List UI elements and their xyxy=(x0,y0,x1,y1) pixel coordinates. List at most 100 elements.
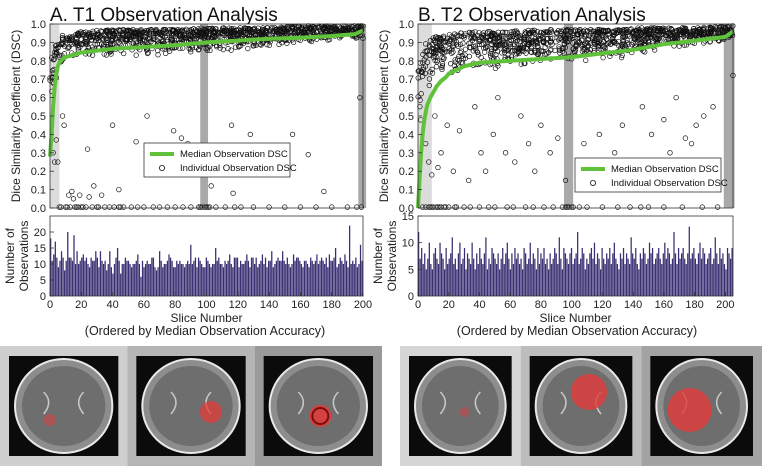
observation-point xyxy=(702,30,708,37)
observation-count-bar xyxy=(681,253,683,296)
observation-point xyxy=(645,26,651,32)
observation-point xyxy=(420,65,427,71)
observation-point xyxy=(116,186,122,193)
observation-count-bar xyxy=(341,260,343,296)
observation-count-bar xyxy=(239,260,242,296)
observation-count-bar xyxy=(514,248,516,296)
observation-count-bar xyxy=(697,253,700,296)
observation-point xyxy=(588,28,594,34)
observation-point xyxy=(426,76,433,82)
y-tick-label: 1.0 xyxy=(399,19,414,31)
bar-y-axis-label: Observations xyxy=(385,221,399,292)
observation-count-bar xyxy=(488,258,490,296)
observation-point xyxy=(602,34,609,40)
brain-structure xyxy=(43,391,85,415)
observation-point xyxy=(697,26,703,32)
bar-y-axis-label: Observations xyxy=(17,221,31,292)
observation-point xyxy=(59,32,66,39)
observation-count-bar xyxy=(684,258,686,296)
observation-count-bar xyxy=(676,264,678,296)
observation-count-bar xyxy=(661,264,663,296)
observation-count-bar xyxy=(67,232,69,296)
observation-count-bar xyxy=(508,258,510,296)
observation-count-bar xyxy=(443,269,446,296)
observation-point xyxy=(151,36,157,43)
observation-point xyxy=(559,45,565,52)
observation-count-bar xyxy=(526,264,528,296)
observation-count-bar xyxy=(252,257,254,296)
observation-point xyxy=(512,159,518,165)
observation-count-bar xyxy=(690,258,692,296)
observation-point xyxy=(584,28,591,34)
observation-point xyxy=(83,29,89,35)
observation-point xyxy=(331,24,337,30)
observation-point xyxy=(204,47,210,53)
observation-point xyxy=(220,25,226,31)
observation-point xyxy=(512,28,518,34)
observation-point xyxy=(282,28,288,35)
x-tick-label: 20 xyxy=(443,299,455,311)
observation-point xyxy=(582,33,588,40)
observation-point xyxy=(530,204,536,210)
observation-count-bar xyxy=(306,264,309,296)
observation-point xyxy=(419,69,425,76)
x-tick-label: 160 xyxy=(291,299,309,311)
observation-count-bar xyxy=(422,264,424,296)
observation-count-bar xyxy=(463,248,466,296)
observation-point xyxy=(679,204,685,210)
observation-count-bar xyxy=(563,248,565,296)
observation-count-bar xyxy=(557,264,559,296)
tumor-segmentation-overlay xyxy=(459,407,470,417)
observation-count-bar xyxy=(497,253,499,296)
observation-count-bar xyxy=(109,251,111,296)
observation-point xyxy=(169,31,175,37)
observation-count-bar xyxy=(613,242,615,296)
bar-y-tick-label: 15 xyxy=(34,243,46,255)
observation-count-bar xyxy=(255,257,257,296)
observation-count-bar xyxy=(717,264,719,296)
observation-point xyxy=(645,39,652,45)
observation-count-bar xyxy=(711,264,713,296)
observation-point xyxy=(581,140,587,147)
observation-point xyxy=(653,38,659,44)
observation-count-bar xyxy=(163,264,165,296)
panel-b-title: B. T2 Observation Analysis xyxy=(418,5,646,26)
observation-point xyxy=(248,27,254,33)
y-axis-label: Dice Similarity Coefficient (DSC) xyxy=(377,30,391,202)
observation-point xyxy=(434,59,440,65)
observation-count-bar xyxy=(138,264,141,296)
observation-count-bar xyxy=(310,257,312,296)
observation-count-bar xyxy=(567,264,570,296)
observation-point xyxy=(106,28,112,35)
x-tick-label: 80 xyxy=(169,299,181,311)
bar-y-tick-label: 15 xyxy=(402,211,414,223)
observation-point xyxy=(133,40,140,46)
observation-count-bar xyxy=(260,260,262,296)
legend-point-swatch xyxy=(590,179,597,186)
observation-point xyxy=(242,30,248,36)
observation-point xyxy=(648,131,655,138)
observation-count-bar xyxy=(219,264,222,296)
observation-point xyxy=(73,32,79,38)
x-tick-label: 100 xyxy=(562,299,580,311)
observation-count-bar xyxy=(149,264,151,296)
observation-count-bar xyxy=(143,267,145,296)
observation-count-bar xyxy=(682,248,684,296)
observation-point xyxy=(524,45,531,52)
observation-count-bar xyxy=(88,267,91,296)
observation-count-bar xyxy=(468,258,470,296)
observation-point xyxy=(423,54,429,60)
observation-point xyxy=(110,29,116,35)
observation-count-bar xyxy=(702,248,704,296)
mri-thumbnail xyxy=(650,356,753,456)
observation-count-bar xyxy=(491,248,493,296)
observation-count-bar xyxy=(648,242,651,296)
observation-point xyxy=(507,34,513,40)
brain-structure xyxy=(439,391,481,415)
observation-point xyxy=(453,204,460,210)
observation-point xyxy=(77,192,83,198)
observation-point xyxy=(208,183,214,189)
observation-count-bar xyxy=(187,260,189,296)
observation-point xyxy=(561,41,568,47)
observation-count-bar xyxy=(629,264,631,296)
